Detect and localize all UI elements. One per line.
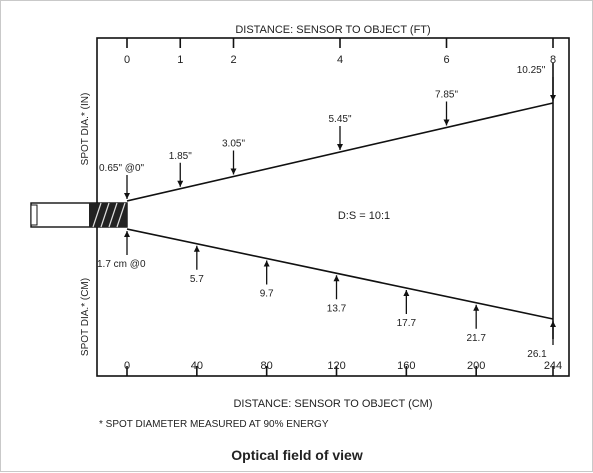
lower-spot-arrow (333, 275, 340, 300)
top-tick-label: 6 (443, 54, 449, 66)
left-label-upper: SPOT DIA.* (IN) (80, 93, 91, 166)
top-tick-label: 4 (337, 54, 343, 66)
upper-spot-markers: 0.65" @0" 1.85" 3.05" 5.45" 7.85" 10.25" (99, 65, 556, 199)
lower-spot-arrow (124, 231, 130, 255)
lower-spot-arrow (473, 304, 480, 329)
sensor-icon (30, 202, 128, 228)
footnote: * SPOT DIAMETER MEASURED AT 90% ENERGY (99, 419, 329, 430)
lower-spot-label: 5.7 (190, 274, 204, 285)
upper-spot-label: 7.85" (435, 90, 458, 101)
plot-border (96, 37, 570, 377)
lower-spot-label: 13.7 (327, 303, 347, 314)
left-label-lower: SPOT DIA.* (CM) (80, 278, 91, 356)
bottom-tick-label: 200 (467, 360, 485, 372)
ratio-label: D:S = 10:1 (338, 210, 390, 222)
top-tick-label: 2 (230, 54, 236, 66)
lower-spot-label: 17.7 (397, 318, 417, 329)
caption: Optical field of view (231, 447, 363, 463)
bottom-tick-label: 160 (397, 360, 415, 372)
upper-spot-arrow (124, 175, 130, 199)
lower-spot-arrow (193, 245, 200, 270)
upper-spot-label: 5.45" (328, 114, 351, 125)
bottom-tick-label: 120 (327, 360, 345, 372)
bottom-tick-label: 244 (544, 360, 562, 372)
lower-spot-label: 1.7 cm @0 (97, 259, 146, 270)
lower-spot-arrow (403, 290, 410, 315)
upper-spot-label: 10.25" (517, 65, 546, 76)
upper-spot-label: 0.65" @0" (99, 163, 145, 174)
fov-lower-line (126, 228, 554, 320)
bottom-tick-label: 40 (191, 360, 203, 372)
lower-spot-label: 9.7 (260, 289, 274, 300)
lower-spot-arrow (550, 321, 556, 345)
upper-spot-arrow (337, 126, 343, 150)
lower-spot-arrow (263, 260, 270, 285)
lower-spot-label: 21.7 (466, 333, 486, 344)
upper-spot-label: 3.05" (222, 139, 245, 150)
top-tick-label: 8 (550, 54, 556, 66)
top-tick-label: 1 (177, 54, 183, 66)
upper-spot-arrow (230, 150, 237, 175)
bottom-tick-label: 80 (261, 360, 273, 372)
upper-spot-label: 1.85" (169, 151, 192, 162)
bottom-axis-title: DISTANCE: SENSOR TO OBJECT (CM) (233, 398, 432, 410)
fov-upper-line (126, 102, 554, 202)
top-axis-ticks: 0 1 2 4 6 8 (124, 38, 556, 66)
lower-spot-label: 26.1 (527, 349, 547, 360)
upper-spot-arrow (550, 77, 556, 101)
upper-spot-arrow (443, 101, 450, 126)
lower-spot-markers: 1.7 cm @0 5.7 9.7 13.7 17.7 21.7 26.1 (97, 231, 556, 360)
top-axis-title: DISTANCE: SENSOR TO OBJECT (FT) (235, 24, 430, 36)
top-tick-label: 0 (124, 54, 130, 66)
bottom-tick-label: 0 (124, 360, 130, 372)
upper-spot-arrow (177, 162, 184, 187)
bottom-axis-ticks: 0 40 80 120 160 200 244 (124, 360, 562, 376)
